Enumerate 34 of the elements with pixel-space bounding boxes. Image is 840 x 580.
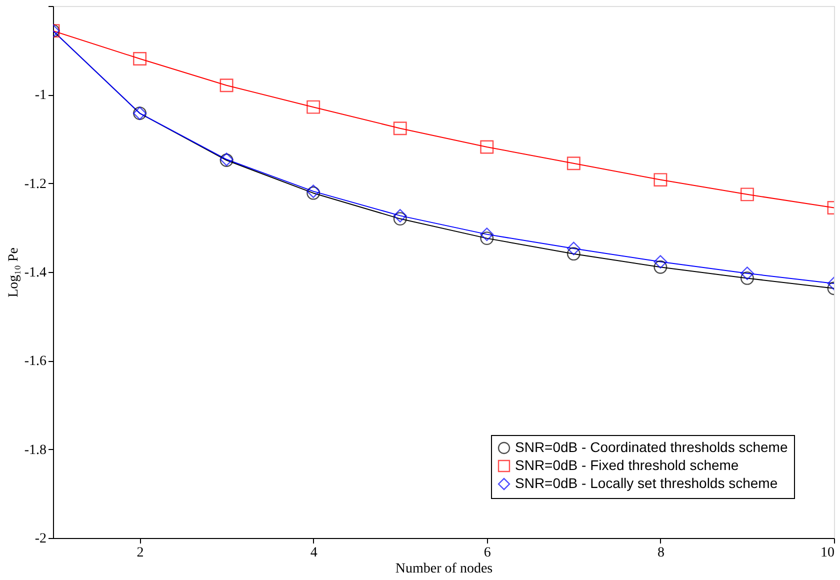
point bbox=[393, 212, 407, 226]
point bbox=[480, 228, 494, 242]
legend-label: SNR=0dB - Fixed threshold scheme bbox=[515, 457, 739, 473]
point bbox=[566, 247, 580, 261]
point bbox=[480, 140, 494, 154]
point bbox=[740, 266, 754, 280]
point bbox=[393, 208, 407, 222]
y-tick-label: -1 bbox=[34, 88, 46, 104]
legend-label: SNR=0dB - Coordinated thresholds scheme bbox=[515, 439, 788, 455]
point bbox=[480, 232, 494, 246]
point bbox=[740, 271, 754, 285]
point bbox=[654, 260, 668, 274]
point bbox=[566, 242, 580, 256]
x-tick-label: 6 bbox=[484, 546, 491, 560]
x-tick-label: 4 bbox=[310, 546, 318, 560]
y-tick-label: -1.4 bbox=[24, 266, 46, 280]
point bbox=[133, 52, 146, 66]
x-tick-label: 8 bbox=[657, 546, 664, 560]
point bbox=[566, 156, 580, 170]
point bbox=[740, 188, 754, 202]
point bbox=[306, 100, 320, 114]
y-tick-label: -2 bbox=[34, 532, 46, 546]
y-axis-title: Log₁₀ Pe bbox=[6, 248, 22, 298]
x-tick-label: 2 bbox=[136, 546, 144, 560]
x-axis-title: Number of nodes bbox=[395, 562, 493, 576]
x-tick-label: 10 bbox=[820, 546, 834, 560]
y-tick-label: -1.6 bbox=[24, 354, 46, 370]
point bbox=[393, 122, 407, 136]
y-tick-label: -1.2 bbox=[24, 176, 46, 192]
point bbox=[220, 78, 234, 92]
y-tick-label: -1.8 bbox=[24, 442, 46, 458]
point bbox=[654, 255, 668, 269]
point bbox=[654, 173, 668, 187]
legend-label: SNR=0dB - Locally set thresholds scheme bbox=[515, 475, 778, 491]
